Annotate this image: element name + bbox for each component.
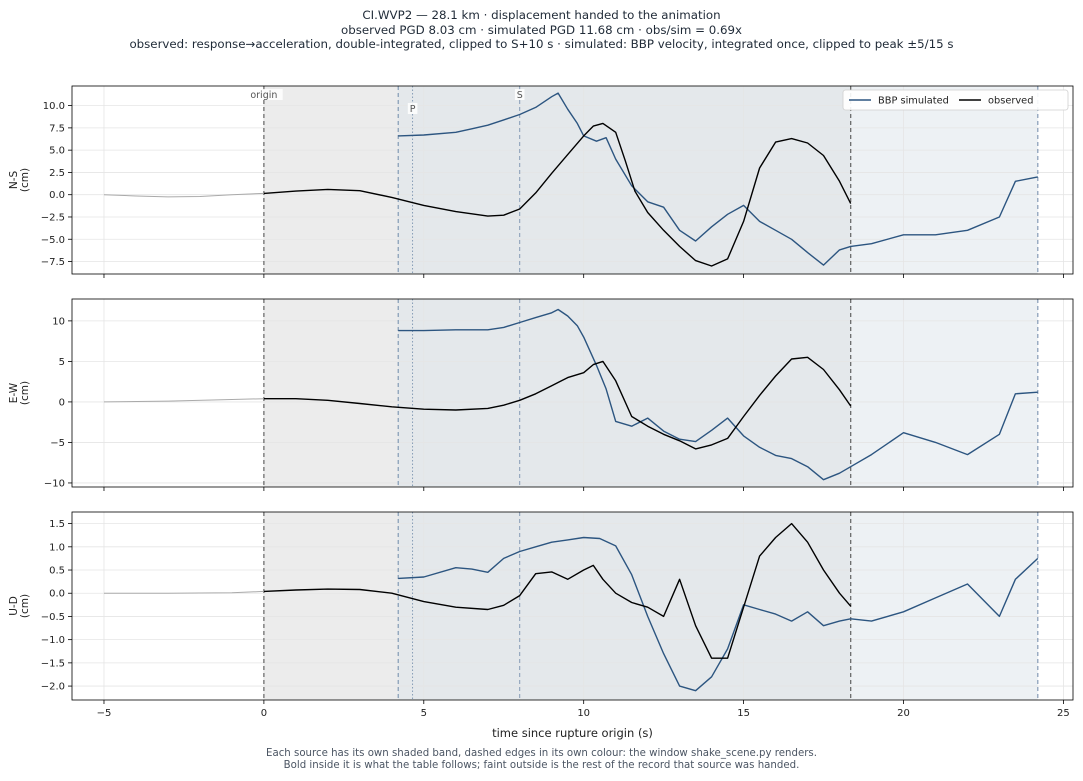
y-tick-label: −10 (44, 478, 65, 489)
y-tick-label: −2.5 (41, 212, 65, 223)
axes-frame (71, 511, 1074, 701)
panel-2: −10 −5 0 5 10 E-W (cm) (8, 298, 1074, 491)
x-tick-label: 20 (897, 708, 910, 719)
simulated-series-line (398, 536, 1039, 692)
simulated-window-band (398, 299, 1038, 487)
y-tick-label: −1.5 (41, 658, 65, 669)
y-axis-label-line: U-D (8, 596, 20, 616)
x-tick-label: 5 (421, 708, 427, 719)
x-tick-label: 15 (737, 708, 750, 719)
axes-frame (71, 298, 1074, 488)
marker-label-p: P (407, 103, 418, 115)
x-tick-label: 0 (261, 708, 267, 719)
simulated-window-band (398, 512, 1038, 700)
observed-faint-line (103, 398, 264, 403)
observed-series-line (263, 356, 852, 450)
y-tick-label: −7.5 (41, 257, 65, 268)
x-tick-label: −5 (97, 708, 112, 719)
marker-label-s: S (514, 89, 525, 101)
y-tick-label: 0.0 (49, 589, 65, 600)
marker-label-bg (514, 89, 525, 100)
simulated-window-band (398, 86, 1038, 274)
y-tick-label: 1.5 (49, 519, 65, 530)
observed-series-line (263, 522, 852, 659)
y-axis-label-line: (cm) (19, 594, 31, 618)
x-tick-label: 10 (577, 708, 590, 719)
marker-label-text: P (410, 104, 416, 115)
y-axis-label-line: (cm) (19, 168, 31, 192)
legend-box (842, 89, 1069, 111)
legend: BBP simulated observed (842, 89, 1069, 111)
y-tick-label: 5 (59, 357, 65, 368)
footer-line-bold: Bold inside it is what the table follows… (283, 760, 800, 772)
marker-label-bg (245, 89, 283, 100)
marker-label-text: S (517, 90, 523, 101)
legend-label: observed (988, 96, 1033, 107)
axes-frame (71, 85, 1074, 275)
y-tick-label: 10.0 (43, 101, 65, 112)
title-line-pgd: observed PGD 8.03 cm · simulated PGD 11.… (340, 22, 742, 37)
y-tick-label: −2.0 (41, 682, 65, 693)
y-tick-label: 5.0 (49, 146, 65, 157)
observed-series-line (263, 122, 852, 267)
y-tick-label: −1.0 (41, 635, 65, 646)
y-tick-label: −0.5 (41, 612, 65, 623)
simulated-series-line (398, 308, 1038, 481)
y-tick-label: 1.0 (49, 542, 65, 553)
x-axis-label: time since rupture origin (s) (492, 726, 653, 740)
figure-header: CI.WVP2 — 28.1 km · displacement handed … (0, 8, 1083, 52)
footer-line-bands: Each source has its own shaded band, das… (266, 748, 817, 759)
y-axis-label: U-D (cm) (8, 594, 31, 618)
panel-1: −7.5 −5.0 −2.5 0.0 2.5 5.0 7.5 10.0 N-S (cm) origi… (8, 85, 1074, 278)
y-tick-label: −5 (50, 438, 65, 449)
title-line-processing: observed: response→acceleration, double-… (129, 37, 954, 52)
y-axis-label: N-S (cm) (8, 168, 31, 192)
y-tick-label: −5.0 (41, 235, 65, 246)
y-tick-label: 2.5 (49, 168, 65, 179)
y-axis-label-line: N-S (8, 171, 20, 190)
figure-footer: Each source has its own shaded band, das… (0, 748, 1083, 773)
marker-label-text: origin (250, 90, 277, 101)
marker-label-origin: origin (245, 89, 283, 101)
marker-label-bg (407, 103, 418, 114)
y-tick-label: 0.0 (49, 190, 65, 201)
y-axis-label-line: E-W (8, 382, 20, 403)
observed-faint-line (103, 192, 264, 198)
y-tick-label: 0 (59, 397, 65, 408)
title-line-station: CI.WVP2 — 28.1 km · displacement handed … (362, 8, 721, 22)
legend-label: BBP simulated (878, 96, 949, 107)
x-tick-label: 25 (1057, 708, 1070, 719)
y-axis-label: E-W (cm) (8, 381, 31, 405)
y-tick-label: 7.5 (49, 123, 65, 134)
y-tick-label: 0.5 (49, 566, 65, 577)
simulated-series-line (398, 92, 1038, 266)
y-tick-label: 10 (52, 316, 65, 327)
panel-3: −2.0 −1.5 −1.0 −0.5 0.0 0.5 1.0 1.5 −5 0 5 10 15 20 25… (8, 511, 1074, 719)
y-axis-label-line: (cm) (19, 381, 31, 405)
observed-faint-line (104, 590, 264, 594)
